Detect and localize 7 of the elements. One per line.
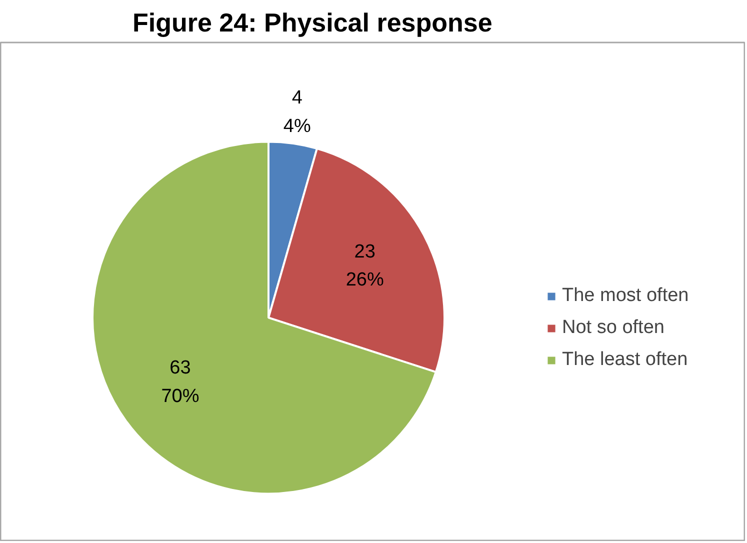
legend-label: The most often <box>562 285 689 307</box>
legend-label: Not so often <box>562 317 664 339</box>
legend-label: The least often <box>562 349 688 371</box>
data-label: 23 26% <box>346 241 384 291</box>
data-label: 4 4% <box>283 87 311 137</box>
data-label: 63 70% <box>161 358 200 408</box>
chart-title: Figure 24: Physical response <box>132 8 492 38</box>
